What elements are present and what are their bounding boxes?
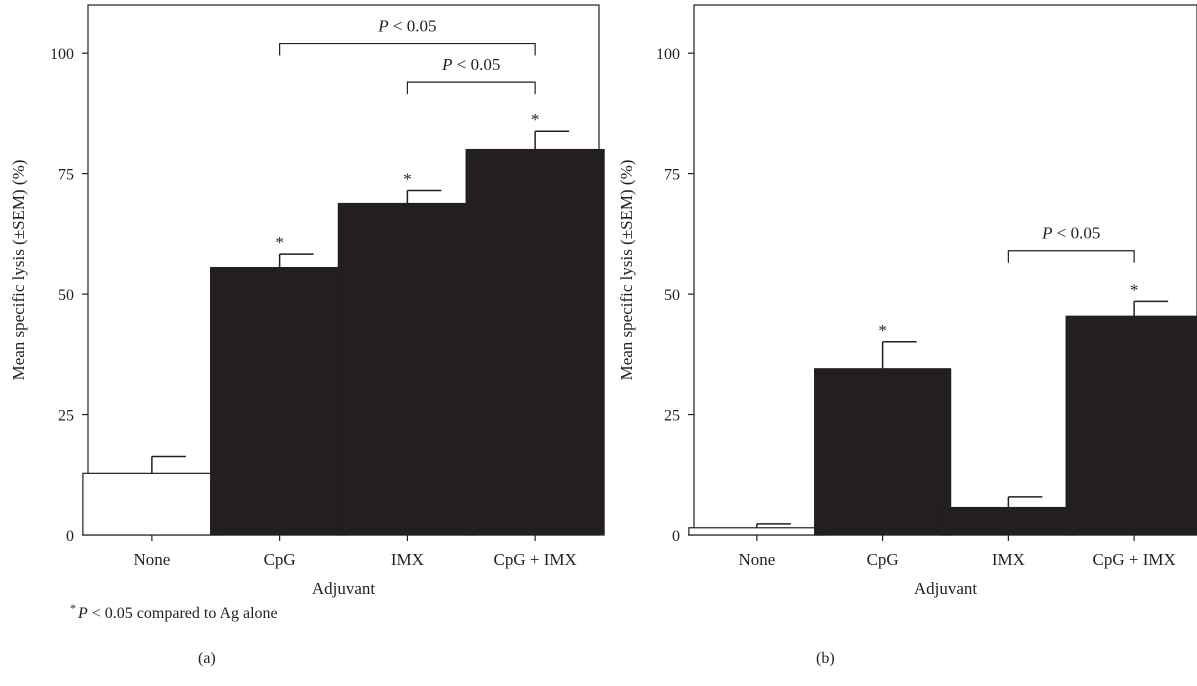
bar bbox=[210, 266, 350, 536]
y-tick-label: 0 bbox=[672, 528, 680, 545]
x-tick-label: CpG bbox=[867, 550, 899, 569]
y-tick-label: 75 bbox=[58, 167, 74, 184]
comparison-bracket bbox=[406, 81, 536, 95]
y-tick-label: 25 bbox=[58, 408, 74, 425]
y-tick-label: 50 bbox=[58, 287, 74, 304]
bar bbox=[814, 368, 952, 536]
x-tick-label: IMX bbox=[391, 550, 424, 569]
x-tick-label: CpG + IMX bbox=[1092, 550, 1175, 569]
comparison-label: P < 0.05 bbox=[377, 17, 436, 36]
comparison-bracket bbox=[1007, 250, 1135, 263]
panel-label-b: (b) bbox=[816, 650, 835, 667]
significance-star: * bbox=[275, 233, 284, 252]
x-axis-label: Adjuvant bbox=[312, 579, 376, 598]
bar bbox=[82, 472, 222, 536]
x-tick-label: None bbox=[133, 550, 170, 569]
footnote: * P < 0.05 compared to Ag alone bbox=[70, 601, 278, 623]
significance-star: * bbox=[878, 321, 887, 340]
y-tick-label: 75 bbox=[664, 167, 680, 184]
x-tick-label: IMX bbox=[992, 550, 1025, 569]
comparison-label: P < 0.05 bbox=[1041, 224, 1100, 243]
x-tick-label: None bbox=[738, 550, 775, 569]
footnote-star: * bbox=[70, 601, 76, 615]
footnote-text: < 0.05 compared to Ag alone bbox=[87, 605, 278, 622]
significance-star: * bbox=[403, 170, 412, 189]
bar bbox=[688, 527, 826, 536]
significance-star: * bbox=[531, 110, 540, 129]
y-tick-label: 0 bbox=[66, 528, 74, 545]
x-tick-label: CpG + IMX bbox=[493, 550, 576, 569]
y-tick-label: 50 bbox=[664, 287, 680, 304]
panel-label-a: (a) bbox=[198, 650, 216, 667]
y-axis-label: Mean specific lysis (±SEM) (%) bbox=[9, 160, 28, 381]
significance-star: * bbox=[1130, 280, 1139, 299]
y-tick-label: 25 bbox=[664, 408, 680, 425]
bar bbox=[337, 202, 477, 536]
comparison-label: P < 0.05 bbox=[441, 55, 500, 74]
x-tick-label: CpG bbox=[264, 550, 296, 569]
bar bbox=[939, 506, 1077, 536]
footnote-p-symbol: P bbox=[78, 605, 88, 622]
bar bbox=[1065, 315, 1197, 536]
y-tick-label: 100 bbox=[50, 46, 74, 63]
comparison-bracket bbox=[279, 42, 536, 56]
bar bbox=[465, 148, 605, 536]
y-tick-label: 100 bbox=[656, 46, 680, 63]
chart-panel-b: 0 25 50 75 100 None CpG IMX CpG + IMX * * P < 0.05 A… bbox=[617, 4, 1197, 598]
chart-panel-a: 0 25 50 75 100 None CpG IMX CpG + IMX * * * P < 0.05… bbox=[9, 4, 605, 598]
x-axis-label: Adjuvant bbox=[914, 579, 978, 598]
y-axis-label: Mean specific lysis (±SEM) (%) bbox=[617, 160, 636, 381]
